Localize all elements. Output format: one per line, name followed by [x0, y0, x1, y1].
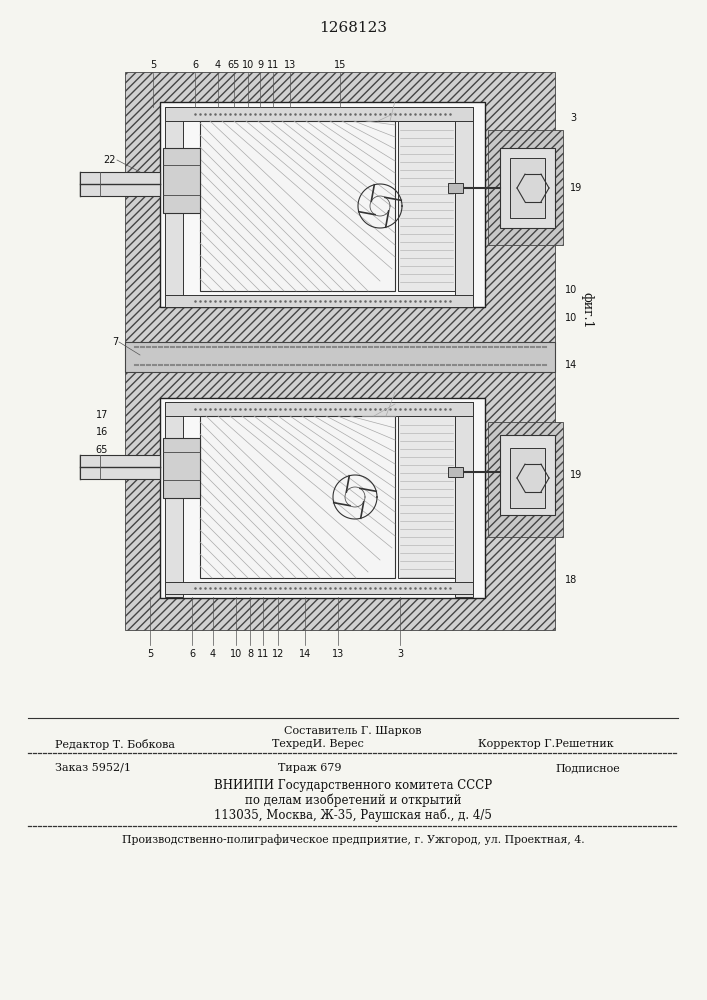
Text: 13: 13 [284, 60, 296, 70]
Bar [160, 398, 485, 598]
Text: Тираж 679: Тираж 679 [279, 763, 341, 773]
Bar [80, 172, 160, 196]
Text: фиг.1: фиг.1 [580, 292, 593, 328]
Bar [500, 148, 555, 228]
Bar [200, 121, 395, 291]
Bar [510, 448, 545, 508]
Bar [125, 72, 555, 342]
Text: Производственно-полиграфическое предприятие, г. Ужгород, ул. Проектная, 4.: Производственно-полиграфическое предприя… [122, 835, 584, 845]
Bar [165, 295, 473, 307]
Bar [455, 402, 473, 597]
Text: Подписное: Подписное [555, 763, 620, 773]
Bar [500, 435, 555, 515]
Text: 14: 14 [299, 649, 311, 659]
Bar [510, 158, 545, 218]
Bar [200, 416, 395, 578]
Text: ВНИИПИ Государственного комитета СССР: ВНИИПИ Государственного комитета СССР [214, 778, 492, 792]
Text: 15: 15 [334, 60, 346, 70]
Text: 17: 17 [95, 410, 108, 420]
Bar [398, 121, 455, 291]
Text: 10: 10 [242, 60, 254, 70]
Bar [163, 148, 200, 213]
Text: ТехредИ. Верес: ТехредИ. Верес [272, 739, 364, 749]
Bar [165, 582, 473, 594]
Bar [80, 455, 160, 479]
Bar [165, 402, 183, 597]
Text: 19: 19 [570, 470, 583, 480]
Text: 65: 65 [228, 60, 240, 70]
Text: 3: 3 [397, 649, 403, 659]
Text: 6: 6 [189, 649, 195, 659]
Text: 22: 22 [103, 155, 116, 165]
Text: 113035, Москва, Ж-35, Раушская наб., д. 4/5: 113035, Москва, Ж-35, Раушская наб., д. … [214, 808, 492, 822]
Bar [160, 102, 485, 307]
Bar [125, 342, 555, 372]
Text: 5: 5 [150, 60, 156, 70]
Text: 8: 8 [247, 649, 253, 659]
Text: 7: 7 [112, 337, 118, 347]
Text: Составитель Г. Шарков: Составитель Г. Шарков [284, 726, 422, 736]
Text: 3: 3 [570, 113, 576, 123]
Text: 14: 14 [565, 360, 577, 370]
Text: Редактор Т. Бобкова: Редактор Т. Бобкова [55, 738, 175, 750]
Bar [125, 368, 555, 630]
Text: 9: 9 [257, 60, 263, 70]
Text: 16: 16 [95, 427, 108, 437]
Text: 4: 4 [215, 60, 221, 70]
Bar [163, 438, 200, 498]
Text: 10: 10 [230, 649, 242, 659]
Text: 12: 12 [271, 649, 284, 659]
Text: 13: 13 [332, 649, 344, 659]
Text: 11: 11 [267, 60, 279, 70]
Text: Заказ 5952/1: Заказ 5952/1 [55, 763, 131, 773]
Text: 4: 4 [210, 649, 216, 659]
Bar [448, 183, 463, 193]
Text: 19: 19 [570, 183, 583, 193]
Text: 5: 5 [147, 649, 153, 659]
Text: 11: 11 [257, 649, 269, 659]
Text: 1268123: 1268123 [319, 21, 387, 35]
Bar [455, 107, 473, 307]
Text: по делам изобретений и открытий: по делам изобретений и открытий [245, 793, 461, 807]
Bar [448, 467, 463, 477]
Text: 10: 10 [565, 313, 577, 323]
Text: Корректор Г.Решетник: Корректор Г.Решетник [478, 739, 614, 749]
Bar [488, 130, 563, 245]
Bar [488, 422, 563, 537]
Text: 65: 65 [95, 445, 108, 455]
Bar [165, 107, 473, 121]
Text: 6: 6 [192, 60, 198, 70]
Text: 10: 10 [565, 285, 577, 295]
Bar [165, 107, 183, 307]
Bar [398, 416, 455, 578]
Text: 18: 18 [565, 575, 577, 585]
Bar [165, 402, 473, 416]
